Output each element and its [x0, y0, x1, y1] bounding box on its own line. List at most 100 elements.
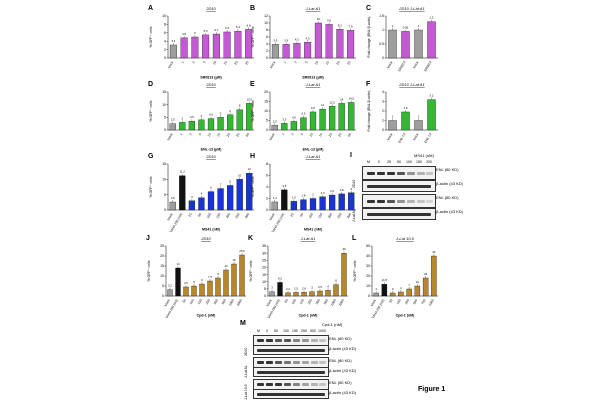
data-label: 11: [321, 103, 324, 107]
x-tick-label: 250: [336, 212, 342, 219]
y-tick-label: 25: [160, 244, 164, 248]
x-tick-label: 10: [314, 60, 319, 65]
bar: [301, 292, 307, 297]
x-tick-label: 250: [205, 298, 211, 305]
bar: [217, 117, 224, 131]
data-label: 6.2: [225, 26, 229, 30]
y-tick-label: 10: [264, 21, 268, 25]
y-tick-label: 0: [382, 128, 384, 132]
bar: [309, 111, 317, 131]
y-tick-label: 5: [264, 287, 266, 291]
x-tick-label: Mock: [370, 298, 377, 307]
data-label: 5: [193, 280, 195, 284]
data-label: 2.5: [294, 286, 298, 290]
y-tick-label: 10: [264, 109, 268, 113]
x-tick-label: SR0813: [397, 60, 406, 72]
x-tick-label: 50: [284, 298, 289, 303]
bar: [217, 188, 224, 211]
x-tick-label: 10: [207, 132, 212, 137]
data-label: 14.5: [348, 96, 354, 100]
y-tick-label: 0: [266, 56, 268, 60]
y-tick-label: 3: [382, 100, 384, 104]
blot-m-lane: 500: [310, 329, 316, 333]
blot-m-cell-line: J-Lat 10.6: [244, 384, 248, 400]
x-tick-label: 50: [182, 298, 187, 303]
y-tick-label: 0: [164, 208, 166, 212]
blot-m-strip: [253, 389, 329, 399]
y-tick-label: 1: [382, 119, 384, 123]
x-tick-label: 300: [213, 298, 219, 305]
bar: [198, 197, 205, 211]
data-label: 2.6: [330, 189, 334, 193]
y-tick-label: 2: [266, 197, 268, 201]
blot-m-lane: 1000: [318, 329, 326, 333]
panel-title: 2D10 J-Lat A1: [398, 82, 424, 87]
x-tick-label: 150: [215, 212, 221, 219]
x-axis-label: SR0813 (µM): [302, 76, 324, 80]
y-tick-label: 0: [164, 128, 166, 132]
bar: [215, 277, 221, 297]
panel-j-chart: J 2D10% GFP⁺ cells05101520253.2Mock14SAHA…: [146, 235, 246, 318]
data-label: 3.5: [282, 117, 286, 121]
x-tick-label: 10: [212, 60, 217, 65]
y-tick-label: 10: [262, 280, 266, 284]
data-label: 4.5: [292, 115, 296, 119]
x-tick-label: 5: [202, 60, 206, 64]
x-axis-label: MS41 (nM): [202, 228, 221, 232]
x-tick-label: 1000: [228, 298, 235, 306]
bar: [183, 286, 189, 297]
bar: [300, 117, 307, 131]
y-tick-label: 15: [262, 273, 266, 277]
x-tick-label: 100: [189, 298, 195, 305]
blot-m-lane: M: [257, 329, 260, 333]
data-label: 3: [375, 287, 377, 291]
x-tick-label: 150: [197, 298, 203, 305]
x-tick-label: 750: [420, 298, 426, 305]
data-label: 16: [232, 258, 236, 262]
data-label: 8: [335, 279, 337, 283]
y-tick-label: 6: [164, 31, 166, 35]
x-tick-label: 1: [281, 132, 285, 136]
y-tick-label: 1.5: [379, 14, 384, 18]
data-label: 1.4: [273, 196, 277, 200]
blot-m-band-label: ENL (80 KD): [329, 358, 352, 363]
bar: [271, 44, 279, 59]
bar: [207, 280, 213, 297]
y-tick-label: 20: [262, 266, 266, 270]
x-tick-label: 50: [299, 212, 304, 217]
blot-i-strip: [362, 166, 436, 180]
data-label: 4.5: [209, 113, 213, 117]
bar: [398, 291, 404, 297]
data-label: 4: [400, 286, 402, 290]
x-tick-label: 250: [234, 212, 240, 219]
y-tick-label: 8: [266, 162, 268, 166]
x-axis-label: ENL-13 (µM): [201, 148, 223, 152]
panel-title: 2D10: [200, 236, 211, 241]
y-tick-label: 4: [266, 42, 268, 46]
panel-title: J-Lat A1: [305, 82, 321, 87]
data-label: 3.9: [284, 38, 288, 42]
blot-m-cell-line: J-Lat A1: [244, 365, 248, 378]
x-tick-label: Mock: [166, 132, 173, 141]
panel-l-chart: L J-Lat 10.6 % GFP⁺ cells 0 10 20 30 40 50 3 Mock 1…: [352, 235, 438, 318]
data-label: 3.1: [171, 39, 175, 43]
x-tick-label: 300: [244, 212, 250, 219]
data-label: 8: [239, 104, 241, 108]
bar: [333, 284, 339, 297]
bar: [180, 37, 188, 59]
blot-i-label: I: [350, 152, 352, 159]
bar: [239, 254, 245, 297]
blot-i-strip: [362, 208, 436, 220]
y-axis-label: % GFP⁺ cells: [251, 100, 255, 121]
panel-title: 2D10: [205, 6, 216, 11]
x-tick-label: 20: [226, 132, 231, 137]
blot-i-lane: 50: [397, 160, 401, 164]
y-tick-label: 0: [382, 56, 384, 60]
data-label: 12.5: [329, 100, 335, 104]
bar: [179, 175, 186, 211]
y-tick-label: 50: [366, 244, 370, 248]
bar: [246, 103, 253, 131]
y-tick-label: 25: [262, 258, 266, 262]
y-tick-label: 20: [366, 274, 370, 278]
bar: [336, 29, 344, 59]
